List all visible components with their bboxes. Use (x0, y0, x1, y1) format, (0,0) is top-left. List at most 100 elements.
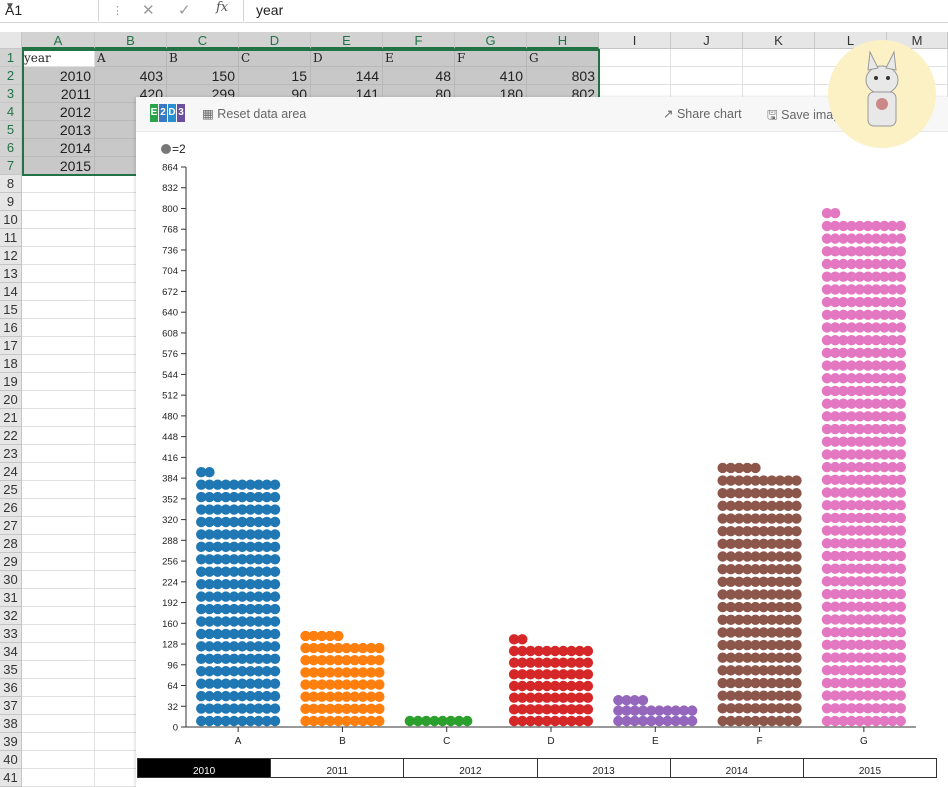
cell[interactable] (22, 355, 95, 373)
row-header-34[interactable]: 34 (0, 643, 22, 661)
enter-icon[interactable]: ✓ (178, 2, 191, 19)
column-header-b[interactable]: B (95, 32, 167, 49)
row-header-20[interactable]: 20 (0, 391, 22, 409)
cell[interactable]: G (527, 49, 599, 67)
row-header-32[interactable]: 32 (0, 607, 22, 625)
cell[interactable] (671, 49, 743, 67)
cell[interactable]: B (167, 49, 239, 67)
cell[interactable] (22, 751, 95, 769)
slider-year-2010[interactable]: 2010 (137, 758, 272, 778)
cell[interactable]: 403 (95, 67, 167, 85)
row-header-8[interactable]: 8 (0, 175, 22, 193)
cell[interactable] (22, 265, 95, 283)
row-header-41[interactable]: 41 (0, 769, 22, 787)
row-header-17[interactable]: 17 (0, 337, 22, 355)
cell[interactable]: E (383, 49, 455, 67)
cell[interactable] (22, 247, 95, 265)
share-chart-button[interactable]: ↗ Share chart (663, 106, 742, 121)
function-icon[interactable]: fx (216, 0, 229, 15)
cell[interactable] (22, 193, 95, 211)
cell[interactable]: 410 (455, 67, 527, 85)
cell[interactable] (22, 517, 95, 535)
row-header-29[interactable]: 29 (0, 553, 22, 571)
cell[interactable] (22, 427, 95, 445)
cell[interactable] (22, 337, 95, 355)
row-header-16[interactable]: 16 (0, 319, 22, 337)
column-header-c[interactable]: C (167, 32, 239, 49)
column-header-a[interactable]: A (22, 32, 95, 49)
cell[interactable] (22, 715, 95, 733)
cell[interactable] (22, 319, 95, 337)
cell[interactable] (22, 625, 95, 643)
slider-year-2012[interactable]: 2012 (404, 758, 538, 778)
cell[interactable] (22, 571, 95, 589)
column-header-g[interactable]: G (455, 32, 527, 49)
row-header-24[interactable]: 24 (0, 463, 22, 481)
row-header-27[interactable]: 27 (0, 517, 22, 535)
column-header-i[interactable]: I (599, 32, 671, 49)
column-header-d[interactable]: D (239, 32, 311, 49)
column-header-j[interactable]: J (671, 32, 743, 49)
cell[interactable] (22, 391, 95, 409)
cell[interactable] (22, 283, 95, 301)
cell[interactable]: 2014 (22, 139, 95, 157)
cell[interactable] (22, 409, 95, 427)
cell[interactable]: 48 (383, 67, 455, 85)
cell[interactable] (22, 535, 95, 553)
cell[interactable] (22, 733, 95, 751)
name-box[interactable]: A1 ▼ (0, 0, 99, 21)
cell[interactable]: A (95, 49, 167, 67)
row-header-4[interactable]: 4 (0, 103, 22, 121)
row-header-23[interactable]: 23 (0, 445, 22, 463)
cell[interactable] (22, 769, 95, 787)
cell[interactable]: 150 (167, 67, 239, 85)
row-header-3[interactable]: 3 (0, 85, 22, 103)
cell[interactable] (22, 463, 95, 481)
row-header-6[interactable]: 6 (0, 139, 22, 157)
cell[interactable]: 2013 (22, 121, 95, 139)
row-header-22[interactable]: 22 (0, 427, 22, 445)
cell[interactable] (22, 661, 95, 679)
cell[interactable] (599, 67, 671, 85)
cell[interactable] (22, 697, 95, 715)
row-header-10[interactable]: 10 (0, 211, 22, 229)
cell[interactable] (22, 589, 95, 607)
cell[interactable]: D (311, 49, 383, 67)
cell[interactable] (22, 481, 95, 499)
cell[interactable] (22, 499, 95, 517)
cell[interactable] (22, 301, 95, 319)
row-header-18[interactable]: 18 (0, 355, 22, 373)
column-header-f[interactable]: F (383, 32, 455, 49)
row-header-14[interactable]: 14 (0, 283, 22, 301)
row-header-30[interactable]: 30 (0, 571, 22, 589)
cancel-icon[interactable]: ✕ (142, 2, 155, 19)
cell[interactable] (22, 175, 95, 193)
select-all-corner[interactable] (0, 32, 22, 49)
cell[interactable]: 144 (311, 67, 383, 85)
cell[interactable] (599, 49, 671, 67)
row-header-28[interactable]: 28 (0, 535, 22, 553)
row-header-35[interactable]: 35 (0, 661, 22, 679)
cell[interactable] (22, 679, 95, 697)
row-header-40[interactable]: 40 (0, 751, 22, 769)
row-header-19[interactable]: 19 (0, 373, 22, 391)
row-header-39[interactable]: 39 (0, 733, 22, 751)
cell[interactable]: 803 (527, 67, 599, 85)
row-header-25[interactable]: 25 (0, 481, 22, 499)
column-header-h[interactable]: H (527, 32, 599, 49)
formula-input[interactable]: year (243, 0, 948, 21)
row-header-1[interactable]: 1 (0, 49, 22, 67)
row-header-38[interactable]: 38 (0, 715, 22, 733)
row-header-33[interactable]: 33 (0, 625, 22, 643)
row-header-7[interactable]: 7 (0, 157, 22, 175)
row-header-36[interactable]: 36 (0, 679, 22, 697)
row-header-13[interactable]: 13 (0, 265, 22, 283)
column-header-k[interactable]: K (743, 32, 815, 49)
year-slider[interactable]: 2010 2011 2012 2013 2014 2015 (137, 758, 938, 778)
cell[interactable]: 2015 (22, 157, 95, 175)
cell[interactable] (743, 67, 815, 85)
cell[interactable] (22, 607, 95, 625)
slider-year-2013[interactable]: 2013 (537, 758, 671, 778)
cell[interactable]: F (455, 49, 527, 67)
row-header-9[interactable]: 9 (0, 193, 22, 211)
